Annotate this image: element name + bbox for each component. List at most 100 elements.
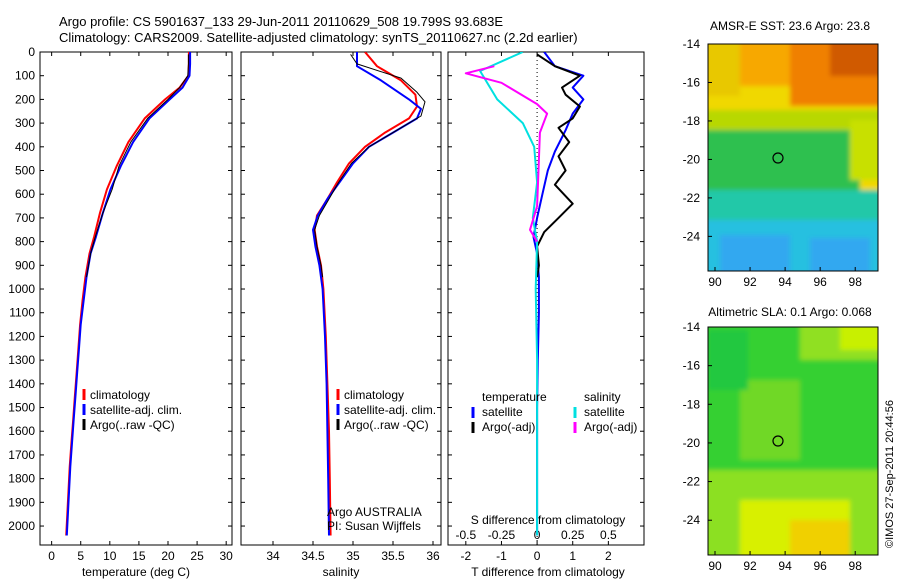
depth-tick-label: 2000 (8, 519, 35, 533)
x-tick-label: 30 (220, 549, 234, 563)
series-line (312, 52, 422, 536)
legend-label: climatology (90, 388, 150, 402)
depth-tick-label: 1900 (8, 495, 35, 509)
series-line (86, 54, 189, 278)
temperature-x-ticks: 0 5 10 15 20 25 30 (48, 52, 233, 563)
map-y-tick-label: -24 (683, 229, 701, 243)
depth-tick-label: 200 (15, 92, 35, 106)
map-y-tick-label: -24 (683, 513, 701, 527)
depth-tick-label: 1400 (8, 377, 35, 391)
depth-tick-label: 100 (15, 69, 35, 83)
map-x-tick-label: 94 (778, 275, 792, 289)
legend-label: satellite (482, 405, 523, 419)
depth-tick-label: 900 (15, 258, 35, 272)
x-tick-label: -2 (460, 549, 471, 563)
map-y-tick-label: -20 (683, 436, 701, 450)
depth-tick-label: 1200 (8, 329, 35, 343)
legend-label: Argo(..raw -QC) (90, 418, 175, 432)
depth-tick-label: 1000 (8, 282, 35, 296)
difference-legend: temperaturesatelliteArgo(-adj)salinitysa… (471, 390, 637, 434)
series-line (464, 65, 549, 243)
x-tick-label: 20 (161, 549, 175, 563)
map-y-tick-label: -16 (683, 359, 701, 373)
temperature-panel: 0100200300400500600700800900100011001200… (8, 45, 233, 579)
header-line-1: Argo profile: CS 5901637_133 29-Jun-2011… (59, 14, 503, 29)
x-tick-label: 35 (346, 549, 360, 563)
depth-tick-label: 1100 (9, 306, 35, 320)
sla-map-panel: Altimetric SLA: 0.1 Argo: 0.068 90 92 94 96… (683, 305, 879, 573)
legend-group-title: salinity (584, 390, 621, 404)
depth-tick-label: 1300 (8, 353, 35, 367)
x-tick-label: 1 (569, 549, 576, 563)
sla-map-field (708, 327, 878, 555)
depth-tick-label: 1700 (8, 448, 35, 462)
legend-label: satellite-adj. clim. (344, 403, 436, 417)
legend-group-title: temperature (482, 390, 547, 404)
sst-map-title: AMSR-E SST: 23.6 Argo: 23.8 (710, 19, 870, 33)
t-diff-x-ticks: -2 -1 0 1 2 (460, 52, 612, 563)
depth-tick-label: 1600 (8, 424, 35, 438)
x-tick-label: 0 (534, 549, 541, 563)
map-x-tick-label: 96 (813, 275, 827, 289)
s-diff-label: S difference from climatology (471, 513, 626, 527)
map-x-tick-label: 96 (813, 559, 827, 573)
x-tick-label: 0 (48, 549, 55, 563)
series-line (536, 53, 581, 278)
x-tick-label: 15 (132, 549, 146, 563)
map-y-tick-label: -14 (683, 320, 701, 334)
x-tick-label: 34.5 (301, 549, 325, 563)
imos-timestamp: ©IMOS 27-Sep-2011 20:44:56 (884, 400, 896, 548)
s-diff-tick-label: 0.5 (600, 528, 617, 542)
salinity-lines (312, 52, 426, 536)
sst-map-ticks: 90 92 94 96 98 -14 -16 -18 -20 -22 -24 (683, 37, 863, 289)
sla-map-frame (707, 326, 879, 556)
argo-australia-label: Argo AUSTRALIA (327, 505, 422, 519)
sst-map-field (708, 44, 878, 271)
depth-tick-label: 600 (15, 187, 35, 201)
x-tick-label: 35.5 (381, 549, 405, 563)
depth-tick-labels: 0 100 200 300 400 500 600 700 800 900 1000 1100 1200… (8, 45, 35, 533)
series-line (314, 54, 426, 278)
difference-panel: -2 -1 0 1 2 -0.5 -0.25 0 0.25 0.5 T difference f… (447, 51, 645, 579)
depth-tick-label: 700 (15, 211, 35, 225)
map-x-tick-label: 98 (849, 559, 863, 573)
map-y-tick-label: -18 (683, 397, 701, 411)
sst-argo-marker (772, 152, 784, 164)
map-y-tick-label: -18 (683, 114, 701, 128)
sla-map-ticks: 90 92 94 96 98 -14 -16 -18 -20 -22 -24 (683, 320, 863, 573)
sla-argo-marker (772, 435, 784, 447)
map-x-tick-label: 90 (708, 559, 722, 573)
legend-label: satellite (584, 405, 625, 419)
t-diff-x-label: T difference from climatology (471, 565, 625, 579)
sla-map-title: Altimetric SLA: 0.1 Argo: 0.068 (708, 305, 872, 319)
depth-tick-label: 300 (15, 116, 35, 130)
map-x-tick-label: 92 (743, 559, 757, 573)
map-y-tick-label: -16 (683, 75, 701, 89)
map-y-tick-label: -20 (683, 152, 701, 166)
salinity-x-ticks: 34 34.5 35 35.5 36 (266, 52, 440, 563)
map-x-tick-label: 94 (778, 559, 792, 573)
sst-map-panel: AMSR-E SST: 23.6 Argo: 23.8 90 92 94 96 98 -1… (683, 19, 879, 289)
salinity-x-label: salinity (323, 565, 360, 579)
x-tick-label: -1 (496, 549, 507, 563)
map-x-tick-label: 90 (708, 275, 722, 289)
map-y-tick-label: -14 (683, 37, 701, 51)
temperature-x-label: temperature (deg C) (82, 565, 190, 579)
depth-tick-label: 1800 (8, 472, 35, 486)
depth-tick-label: 400 (15, 140, 35, 154)
salinity-axes-frame (240, 51, 442, 546)
legend-label: Argo(-adj) (482, 420, 535, 434)
s-diff-tick-label: -0.5 (455, 528, 476, 542)
map-x-tick-label: 98 (849, 275, 863, 289)
difference-axes-frame (447, 51, 645, 546)
depth-tick-label: 0 (28, 45, 35, 59)
legend-label: Argo(-adj) (584, 420, 637, 434)
depth-tick-label: 500 (15, 164, 35, 178)
depth-tick-label: 800 (15, 235, 35, 249)
s-diff-tick-label: -0.25 (488, 528, 516, 542)
temperature-lines (65, 52, 192, 536)
s-diff-tick-label: 0.25 (561, 528, 585, 542)
legend-label: climatology (344, 388, 404, 402)
